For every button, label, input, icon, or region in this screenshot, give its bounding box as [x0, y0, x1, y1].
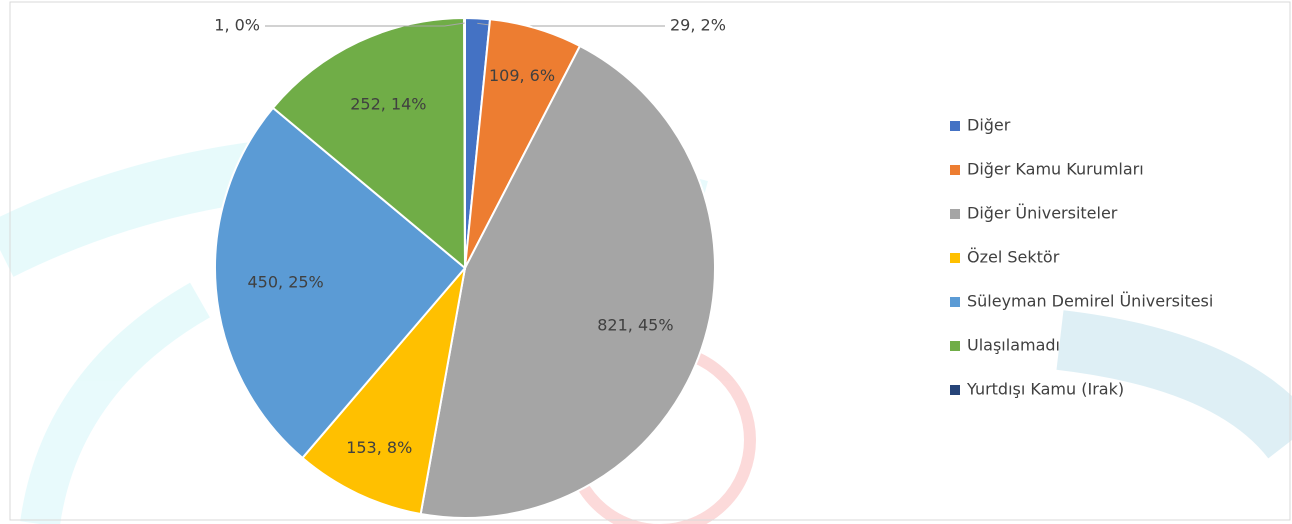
legend-swatch	[950, 385, 960, 395]
data-label: 821, 45%	[597, 315, 673, 334]
legend-swatch	[950, 209, 960, 219]
legend-swatch	[950, 297, 960, 307]
data-label: 1, 0%	[214, 16, 260, 35]
legend-swatch	[950, 341, 960, 351]
data-label: 450, 25%	[247, 273, 323, 292]
chart: 29, 2% 109, 6% 821, 45% 153, 8% 450, 25% 252,…	[0, 0, 1292, 524]
legend-label: Diğer Kamu Kurumları	[967, 160, 1144, 179]
legend-swatch	[950, 121, 960, 131]
data-label: 153, 8%	[346, 438, 412, 457]
legend-label: Yurtdışı Kamu (Irak)	[966, 380, 1124, 399]
pie-slice	[464, 18, 465, 268]
legend-swatch	[950, 253, 960, 263]
data-label: 29, 2%	[670, 16, 726, 35]
legend-label: Ulaşılamadı	[967, 336, 1060, 355]
data-label: 109, 6%	[489, 66, 555, 85]
legend-label: Diğer	[967, 116, 1011, 135]
legend-label: Süleyman Demirel Üniversitesi	[967, 292, 1213, 311]
legend-label: Diğer Üniversiteler	[967, 204, 1118, 223]
legend-swatch	[950, 165, 960, 175]
data-label: 252, 14%	[350, 95, 426, 114]
legend-label: Özel Sektör	[967, 248, 1060, 267]
